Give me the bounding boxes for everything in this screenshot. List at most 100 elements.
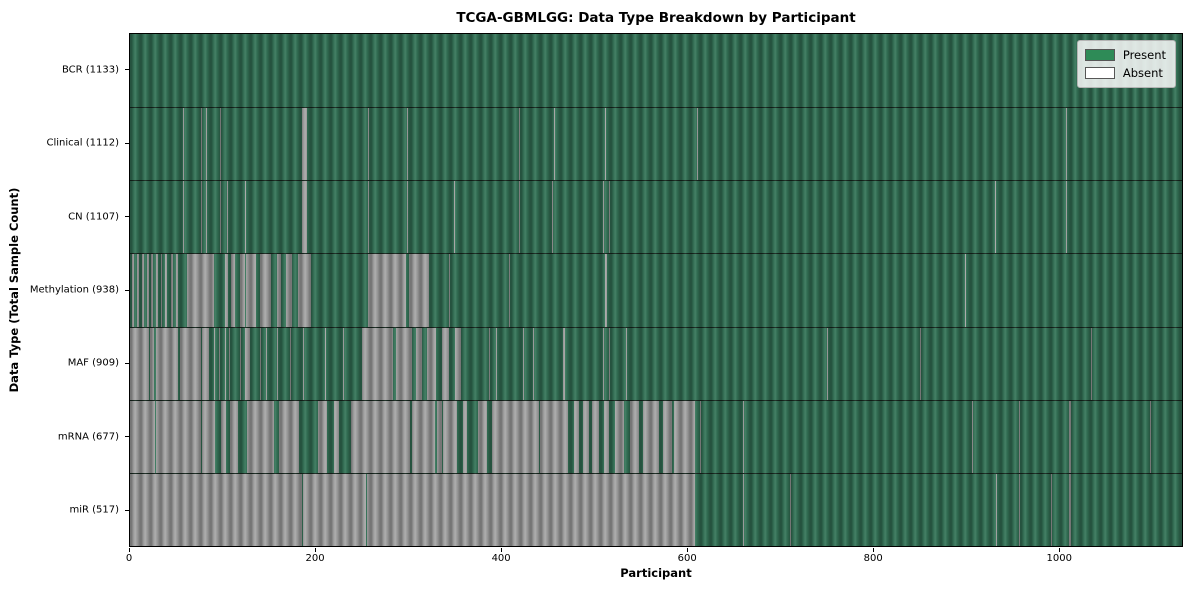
absent-segment [334, 400, 339, 473]
absent-segment [642, 400, 660, 473]
x-tick-mark [687, 548, 689, 552]
absent-segment [1065, 181, 1067, 254]
absent-segment [170, 254, 173, 327]
absent-segment [259, 327, 261, 400]
x-tick-mark [501, 548, 503, 552]
absent-segment [602, 327, 604, 400]
absent-segment [454, 327, 461, 400]
absent-segment [155, 400, 202, 473]
absent-segment [298, 254, 312, 327]
absent-segment [302, 327, 304, 400]
absent-segment [995, 181, 997, 254]
absent-segment [245, 327, 250, 400]
plot-area: Present Absent [129, 33, 1183, 547]
absent-segment [202, 400, 216, 473]
absent-segment [964, 254, 966, 327]
absent-segment [220, 108, 222, 181]
absent-segment [367, 254, 406, 327]
absent-segment [206, 108, 208, 181]
absent-segment [1149, 400, 1151, 473]
absent-segment [449, 254, 451, 327]
x-tick-mark [873, 548, 875, 552]
y-tick-label-clinical: Clinical (1112) [46, 137, 120, 149]
y-tick-mark [125, 436, 129, 438]
absent-segment [317, 400, 327, 473]
heatmap-row-mir [130, 472, 1182, 546]
absent-segment [495, 327, 497, 400]
absent-segment [224, 254, 229, 327]
absent-segment [396, 327, 413, 400]
x-tick-label: 1000 [1046, 553, 1072, 564]
absent-segment [246, 254, 257, 327]
y-tick-label-mrna: mRNA (677) [57, 431, 119, 443]
absent-segment [532, 327, 534, 400]
absent-segment [182, 181, 184, 254]
absent-segment [573, 400, 580, 473]
absent-segment [239, 327, 241, 400]
absent-segment [519, 108, 521, 181]
absent-segment [742, 473, 744, 546]
heatmap-row-mrna [130, 399, 1182, 473]
absent-segment [1051, 473, 1053, 546]
absent-segment [629, 400, 639, 473]
present-swatch [1084, 49, 1115, 61]
absent-segment [697, 108, 699, 181]
absent-segment [137, 254, 140, 327]
x-tick-label: 800 [863, 553, 883, 564]
absent-segment [220, 181, 222, 254]
legend: Present Absent [1076, 40, 1176, 88]
absent-segment [996, 473, 998, 546]
absent-segment [415, 327, 423, 400]
absent-segment [229, 327, 231, 400]
absent-segment [362, 327, 393, 400]
absent-segment [367, 181, 369, 254]
absent-segment [150, 327, 155, 400]
absent-segment [259, 254, 272, 327]
x-tick-label: 0 [125, 553, 133, 564]
x-tick-mark [315, 548, 317, 552]
x-axis-ticks: 0 200 400 600 800 1000 [125, 548, 1183, 568]
absent-segment [201, 181, 203, 254]
absent-segment [1068, 400, 1071, 473]
absent-segment [202, 327, 209, 400]
absent-segment [266, 327, 268, 400]
absent-segment [151, 254, 154, 327]
absent-segment [324, 327, 326, 400]
absent-segment [220, 400, 226, 473]
absent-segment [1068, 473, 1071, 546]
chart-title: TCGA-GBMLGG: Data Type Breakdown by Part… [456, 10, 856, 26]
absent-segment [609, 181, 611, 254]
legend-entry-absent: Absent [1084, 64, 1166, 82]
absent-segment [790, 473, 792, 546]
absent-segment [700, 400, 702, 473]
absent-segment [180, 327, 201, 400]
absent-segment [742, 400, 744, 473]
absent-segment [130, 327, 149, 400]
absent-segment [614, 400, 624, 473]
absent-segment [602, 181, 604, 254]
x-tick-label: 600 [677, 553, 697, 564]
absent-segment [186, 254, 214, 327]
absent-segment [441, 327, 450, 400]
absent-segment [562, 327, 566, 400]
absent-segment [155, 327, 179, 400]
absent-segment [583, 400, 589, 473]
absent-segment [409, 254, 429, 327]
x-tick-label: 400 [491, 553, 511, 564]
absent-segment [130, 400, 156, 473]
absent-segment [239, 254, 246, 327]
absent-segment [454, 181, 456, 254]
y-tick-mark [125, 509, 129, 511]
absent-segment [427, 327, 437, 400]
absent-segment [920, 327, 922, 400]
absent-segment [492, 400, 539, 473]
heatmap-row-cn [130, 180, 1182, 254]
absent-segment [230, 400, 238, 473]
y-tick-mark [125, 216, 129, 218]
absent-segment [540, 400, 569, 473]
absent-segment [406, 108, 408, 181]
absent-segment [827, 327, 829, 400]
absent-segment [302, 473, 366, 546]
absent-segment [285, 254, 293, 327]
